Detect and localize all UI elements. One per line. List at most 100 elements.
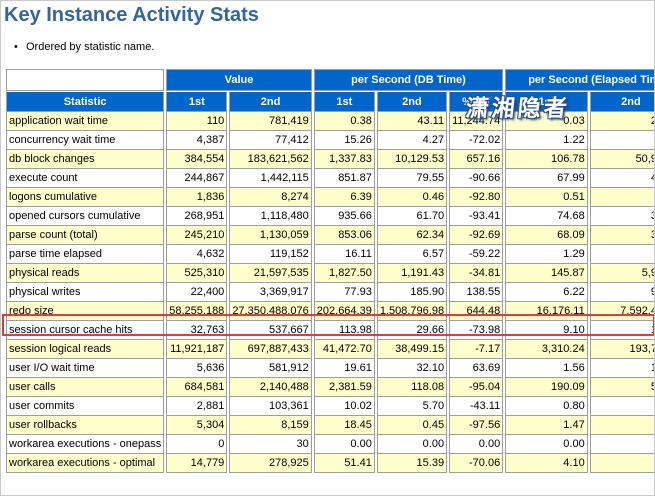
statistic-value-cell: 3,369,917 [229,283,312,302]
statistic-value-cell: 3,310.24 [505,340,588,359]
statistic-value-cell: 11,921,187 [166,340,228,359]
statistic-value-cell: 313 [589,226,654,245]
statistic-value-cell: 63.69 [449,359,504,378]
col-header-value-2nd[interactable]: 2nd [229,91,312,112]
statistic-value-cell: 10,129.53 [376,150,448,169]
table-row: workarea executions - optimal 14,779 278,9… [6,454,654,473]
col-header-statistic[interactable]: Statistic [6,91,165,112]
statistic-value-cell: 0.03 [505,112,588,131]
statistic-value-cell: 30 [229,435,312,454]
statistic-value-cell: 0.38 [313,112,375,131]
statistic-value-cell: 103,361 [229,397,312,416]
statistic-value-cell: 21 [589,131,654,150]
table-row: workarea executions - onepass 0 30 0.00 0.00… [6,435,654,454]
statistic-value-cell: 2,881 [166,397,228,416]
statistic-value-cell: 106.78 [505,150,588,169]
statistic-value-cell: 0.46 [376,188,448,207]
statistic-value-cell: 18.45 [313,416,375,435]
statistic-name-cell: physical writes [6,283,165,302]
statistic-value-cell: 68.09 [505,226,588,245]
statistic-value-cell: -7.17 [449,340,504,359]
statistic-value-cell: 6.57 [376,245,448,264]
statistic-value-cell: -92.80 [449,188,504,207]
statistic-value-cell: 2,140,488 [229,378,312,397]
statistic-value-cell: 33 [589,245,654,264]
statistic-value-cell: 0.00 [313,435,375,454]
statistic-name-cell: concurrency wait time [6,131,165,150]
statistic-value-cell: 138.55 [449,283,504,302]
statistic-value-cell: 10.02 [313,397,375,416]
statistic-value-cell: 27,350,488,076 [229,302,312,321]
statistic-value-cell: 202,664.39 [313,302,375,321]
statistic-value-cell: 0.00 [505,435,588,454]
statistic-value-cell: 29.66 [376,321,448,340]
statistic-name-cell: opened cursors cumulative [6,207,165,226]
statistic-value-cell: 9.10 [505,321,588,340]
statistic-value-cell: 7,592,494 [589,302,654,321]
statistic-value-cell: 79.55 [376,169,448,188]
statistic-value-cell: 19.61 [313,359,375,378]
statistic-value-cell: -93.41 [449,207,504,226]
statistic-value-cell: 684,581 [166,378,228,397]
statistic-value-cell: 853.06 [313,226,375,245]
statistic-name-cell: execute count [6,169,165,188]
col-header-dbtime-2nd[interactable]: 2nd [376,91,448,112]
statistic-value-cell: 0 [589,435,654,454]
statistic-name-cell: user calls [6,378,165,397]
statistic-value-cell: 16.11 [313,245,375,264]
group-header-value[interactable]: Value [166,69,312,91]
statistic-value-cell: 5,995 [589,264,654,283]
statistic-value-cell: 525,310 [166,264,228,283]
table-row: db block changes 384,554 183,621,562 1,337.… [6,150,654,169]
group-header-per-second-elapsed[interactable]: per Second (Elapsed Time) [505,69,654,91]
col-header-elapsed-2nd[interactable]: 2nd [589,91,654,112]
table-row: redo size 58,255,188 27,350,488,076 202,664… [6,302,654,321]
statistic-value-cell: 4.10 [505,454,588,473]
statistic-value-cell: 0 [166,435,228,454]
statistic-value-cell: 4,387 [166,131,228,150]
col-header-value-1st[interactable]: 1st [166,91,228,112]
col-header-dbtime-1st[interactable]: 1st [313,91,375,112]
statistic-value-cell: 5,304 [166,416,228,435]
statistic-value-cell: 77.93 [313,283,375,302]
statistic-name-cell: user I/O wait time [6,359,165,378]
statistic-name-cell: logons cumulative [6,188,165,207]
statistic-value-cell: 43.11 [376,112,448,131]
statistic-name-cell: workarea executions - onepass [6,435,165,454]
statistic-value-cell: 6.39 [313,188,375,207]
statistic-value-cell: 1,337.83 [313,150,375,169]
statistic-value-cell: 14,779 [166,454,228,473]
statistic-value-cell: 216 [589,112,654,131]
statistic-value-cell: 38,499.15 [376,340,448,359]
statistic-value-cell: 11,244.74 [449,112,504,131]
statistic-value-cell: 1,130,059 [229,226,312,245]
statistic-value-cell: 1,508,796.98 [376,302,448,321]
statistic-value-cell: 851.87 [313,169,375,188]
statistic-name-cell: workarea executions - optimal [6,454,165,473]
statistic-value-cell: 15.39 [376,454,448,473]
statistic-value-cell: 193,733 [589,340,654,359]
statistic-value-cell: 149 [589,321,654,340]
col-header-elapsed-1st[interactable]: 1st [505,91,588,112]
statistic-value-cell: 190.09 [505,378,588,397]
statistic-value-cell: 16,176.11 [505,302,588,321]
statistic-value-cell: 113.98 [313,321,375,340]
col-header-dbtime-diff[interactable]: %Diff [449,91,504,112]
statistic-value-cell: 244,867 [166,169,228,188]
statistic-name-cell: redo size [6,302,165,321]
statistic-value-cell: 77,412 [229,131,312,150]
statistic-value-cell: 1,827.50 [313,264,375,283]
statistic-value-cell: 183,621,562 [229,150,312,169]
table-row: application wait time 110 781,419 0.38 43.11… [6,112,654,131]
statistic-value-cell: 781,419 [229,112,312,131]
table-row: user commits 2,881 103,361 10.02 5.70 -43.11 0… [6,397,654,416]
statistic-value-cell: 15.26 [313,131,375,150]
group-header-per-second-db-time[interactable]: per Second (DB Time) [313,69,504,91]
statistic-value-cell: 5.70 [376,397,448,416]
statistic-value-cell: 61.70 [376,207,448,226]
sort-note-text: Ordered by statistic name. [26,41,155,53]
statistic-value-cell: -72.02 [449,131,504,150]
statistic-value-cell: 245,210 [166,226,228,245]
statistic-value-cell: 644.48 [449,302,504,321]
statistic-value-cell: 28 [589,397,654,416]
